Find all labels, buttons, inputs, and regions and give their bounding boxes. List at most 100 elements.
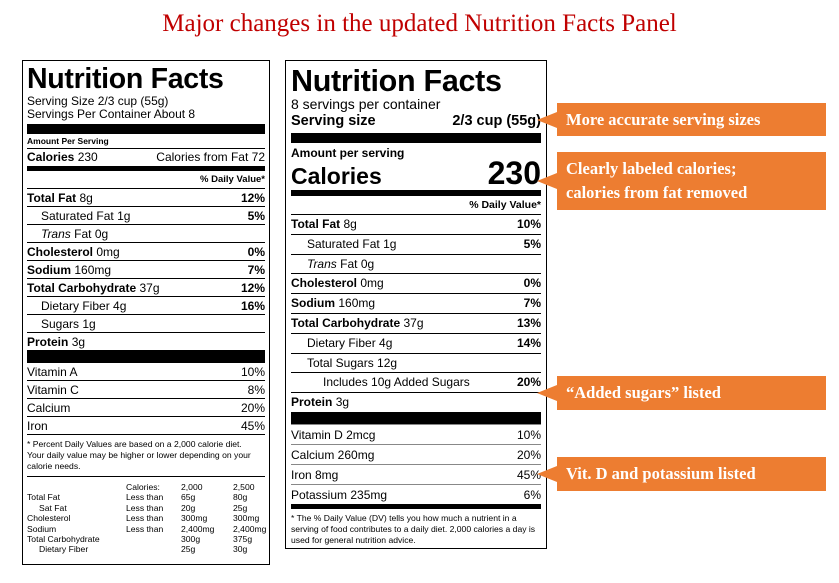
footnote: * The % Daily Value (DV) tells you how m…	[291, 512, 536, 545]
nutrient-name-text: Total Fat	[27, 191, 77, 205]
ft-value: 25g	[181, 544, 196, 555]
nutrient-dv: 14%	[516, 335, 541, 350]
thick-bar	[27, 124, 265, 134]
nutrient-dv: 12%	[240, 191, 265, 205]
callout-text: More accurate serving sizes	[566, 108, 760, 132]
label-title: Nutrition Facts	[27, 63, 224, 95]
nutrient-name-text: Cholesterol	[27, 245, 94, 259]
vitamin-dv: 20%	[516, 447, 541, 462]
nutrient-name: Total Carbohydrate 37g	[291, 314, 424, 333]
old-label: Nutrition Facts Serving Size 2/3 cup (55g…	[22, 60, 270, 565]
nutrient-name-text: Sodium	[27, 263, 71, 277]
nutrient-name: Cholesterol 0mg	[27, 243, 120, 260]
callout-text: Vit. D and potassium listed	[566, 462, 756, 486]
nutrient-row: Total Fat 8g 12%	[27, 188, 265, 206]
ft-qualifier: Less than	[126, 523, 164, 534]
vitamin-name: Calcium	[27, 401, 71, 415]
thick-bar	[27, 350, 265, 362]
nutrient-dv: 12%	[240, 281, 265, 295]
nutrient-name-text: Fat	[340, 256, 358, 271]
nutrient-amount: 37g	[139, 281, 160, 295]
ft-qualifier: Less than	[126, 502, 164, 513]
amount-per-serving: Amount per serving	[291, 146, 405, 160]
nutrient-name: Total Sugars 12g	[307, 354, 397, 373]
medium-bar	[291, 190, 541, 196]
vitamin-row: Calcium 20%	[27, 398, 265, 416]
vitamin-row: Vitamin C 8%	[27, 380, 265, 398]
calories-from-fat: Calories from Fat 72	[156, 150, 265, 164]
vitamin-name: Vitamin C	[27, 383, 79, 397]
nutrient-amount: 3g	[71, 335, 86, 349]
nutrient-dv: 13%	[516, 315, 541, 330]
nutrient-name-text: Total Carbohydrate	[291, 315, 401, 330]
amount-per-serving: Amount Per Serving	[27, 134, 265, 149]
vitamin-row: Iron 8mg 45%	[291, 463, 541, 484]
vitamin-dv: 45%	[516, 467, 541, 482]
nutrient-row: Saturated Fat 1g 5%	[27, 206, 265, 224]
nutrient-row: Sodium 160mg 7%	[291, 293, 541, 313]
nutrient-name: Saturated Fat 1g	[307, 235, 396, 254]
ft-value: 20g	[181, 502, 196, 513]
vitamin-row: Calcium 260mg 20%	[291, 443, 541, 464]
nutrient-amount: 4g	[379, 335, 393, 350]
nutrient-amount: 1g	[383, 236, 397, 251]
nutrient-amount: 8g	[343, 217, 357, 231]
vitamin-row: Iron 45%	[27, 416, 265, 434]
ft-name: Sat Fat	[39, 502, 67, 513]
callout-box	[537, 152, 826, 210]
callout-line: calories from fat removed	[566, 183, 748, 202]
vitamin-dv: 20%	[240, 401, 265, 415]
nutrient-name: Total Fat 8g	[27, 189, 93, 206]
nutrient-row: Trans Fat 0g	[291, 253, 541, 274]
calories-value: 230	[77, 150, 98, 164]
ft-value: 65g	[181, 492, 196, 503]
ft-name: Total Fat	[27, 492, 60, 503]
ft-value: 375g	[233, 534, 253, 545]
ft-name: Total Carbohydrate	[27, 534, 100, 545]
nutrient-name: Sodium 160mg	[291, 294, 375, 313]
callout-box	[537, 103, 826, 136]
ft-value: 300mg	[181, 513, 208, 524]
nutrient-dv: 16%	[240, 299, 265, 313]
calories-row: Calories 230 Calories from Fat 72	[27, 149, 265, 166]
vitamin-name: Potassium 235mg	[291, 487, 388, 502]
ft-value: 300mg	[233, 513, 260, 524]
nutrient-row: Sodium 160mg 7%	[27, 260, 265, 278]
nutrient-amount: 0mg	[96, 245, 120, 259]
nutrient-dv: 10%	[516, 217, 541, 231]
serving-size: Serving Size 2/3 cup (55g)	[27, 94, 169, 108]
label-title: Nutrition Facts	[291, 64, 502, 98]
servings-per-container: 8 servings per container	[291, 96, 441, 112]
calories-label: Calories	[291, 163, 382, 189]
nutrient-name-text: Fat	[74, 227, 92, 241]
callout-line: Vit. D and potassium listed	[566, 464, 756, 483]
nutrient-row: Dietary Fiber 4g 14%	[291, 332, 541, 353]
nutrient-name: Trans Fat 0g	[41, 225, 108, 242]
serving-size-label: Serving size	[291, 113, 376, 129]
ft-value: 25g	[233, 502, 248, 513]
nutrient-row: Total Carbohydrate 37g 13%	[291, 312, 541, 333]
nutrient-name-text: Sodium	[291, 296, 335, 311]
nutrient-row: Total Fat 8g 10%	[291, 214, 541, 234]
nutrient-name: Trans Fat 0g	[307, 255, 374, 274]
nutrient-row: Protein 3g	[291, 392, 541, 412]
medium-bar	[27, 166, 265, 171]
nutrient-amount: 4g	[113, 299, 127, 313]
nutrient-name: Total Carbohydrate 37g	[27, 279, 160, 296]
nutrient-name: Dietary Fiber 4g	[307, 334, 392, 353]
footnote-table: Calories: 2,000 2,500 Total Fat Less than 65g…	[27, 476, 266, 555]
nutrient-name-text: Includes 10g Added Sugars	[323, 375, 470, 390]
new-label: Nutrition Facts 8 servings per container S…	[285, 60, 547, 549]
nutrient-row: Dietary Fiber 4g 16%	[27, 296, 265, 314]
calories-value: 230	[487, 155, 541, 191]
nutrient-name-text: Cholesterol	[291, 276, 358, 291]
footnote: * Percent Daily Values are based on a 2,…	[27, 434, 265, 476]
ft-value: 30g	[233, 544, 248, 555]
nutrient-name-text: Total Fat	[291, 217, 341, 231]
nutrient-dv: 5%	[523, 236, 541, 251]
nutrient-name-text: Total Sugars	[307, 355, 374, 370]
nutrient-dv: 7%	[247, 263, 265, 277]
nutrient-amount: 8g	[79, 191, 93, 205]
callout-box	[537, 457, 826, 491]
